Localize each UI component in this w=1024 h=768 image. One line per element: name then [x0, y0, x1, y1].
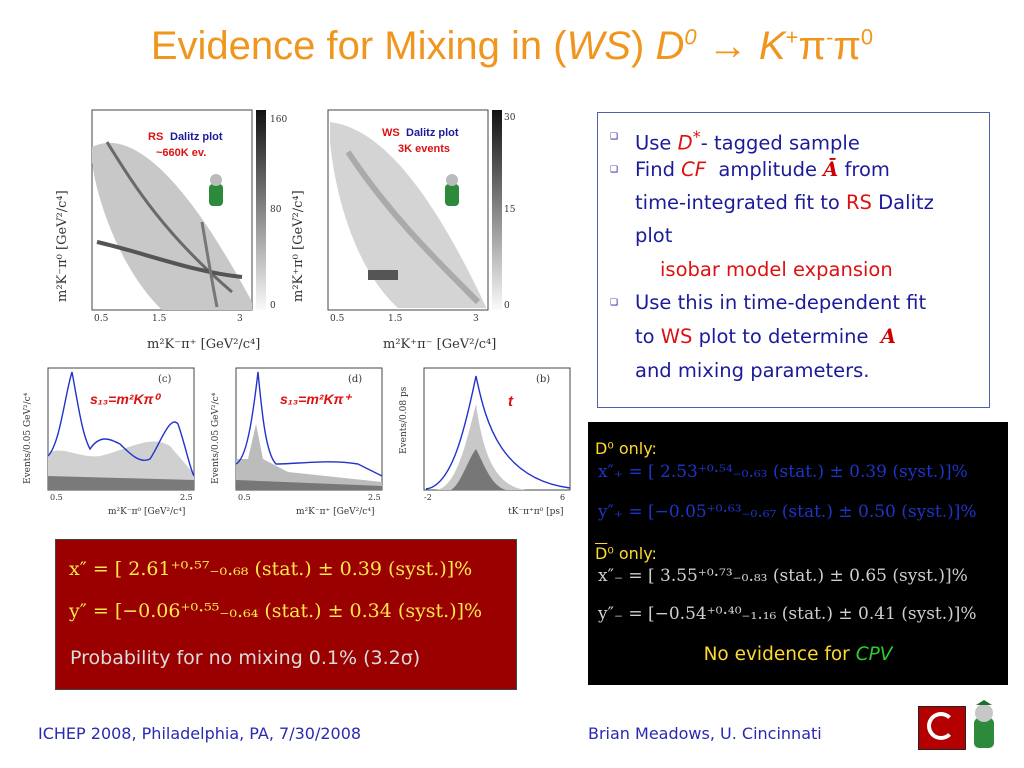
proj-b-xlabel: tK⁻π⁺π⁰ [ps] — [508, 507, 564, 517]
proj-d-label: s₁₃=m²Kπ⁺ — [280, 391, 353, 407]
proj-c-bkg-dark — [48, 476, 194, 490]
d0-only-label: D⁰ only: — [595, 439, 657, 458]
ws-hotspot — [368, 270, 398, 280]
rs-ztick-mid: 80 — [270, 205, 282, 215]
ws-colorbar — [492, 110, 502, 310]
bullet-3-line-2: to WS plot to determine A — [635, 325, 897, 348]
rs-xtick: 3 — [237, 314, 243, 324]
proj-b-plot: (b) t -2 6 tK⁻π⁺π⁰ [ps] Events/0.08 ps — [399, 367, 571, 517]
no-cpv-evidence: No evidence for CPV — [703, 644, 893, 665]
cpv-result-box: D⁰ only: x″₊ = [ 2.53⁺⁰·⁵⁴₋₀.₆₃ (stat.) … — [588, 422, 1008, 685]
proj-b-fit-line — [425, 375, 571, 490]
d0bar-y-result: y″₋ = [−0.54⁺⁰·⁴⁰₋₁.₁₆ (stat.) ± 0.41 (s… — [598, 604, 977, 624]
rs-ylabel: m²K⁻π⁰ [GeV²/c⁴] — [55, 190, 70, 302]
bullet-square-icon: ❑ — [610, 298, 619, 308]
proj-b-xtick: 6 — [560, 493, 565, 502]
ws-label-rest: Dalitz plot — [406, 127, 459, 139]
bullet-square-icon: ❑ — [610, 165, 619, 175]
proj-c-ylabel: Events/0.05 GeV²/c⁴ — [23, 392, 33, 484]
rs-xtick: 1.5 — [152, 314, 167, 324]
rs-label-rs: RS — [148, 131, 163, 143]
proj-b-frame — [423, 367, 571, 491]
proj-d-fit-line — [235, 371, 383, 477]
bullet-3-line-3: and mixing parameters. — [635, 359, 870, 382]
ws-dalitz-plot: 30 15 0 0.5 1.5 3 m²K⁺π⁻ [GeV²/c⁴] m²K⁺π… — [291, 109, 516, 352]
bullet-list: ❑ Use D*- tagged sample ❑ Find CF amplit… — [597, 112, 990, 408]
proj-b-tag: (b) — [536, 374, 550, 385]
bullet-3-line-1: Use this in time-dependent fit — [635, 291, 927, 314]
bullet-square-icon: ❑ — [610, 132, 619, 142]
babar-elephant-icon — [209, 174, 223, 206]
proj-d-xtick: 0.5 — [238, 493, 251, 502]
d0bar-only-label: D⁰ only: — [595, 544, 657, 563]
rs-phase-space — [92, 142, 252, 310]
ws-xtick: 1.5 — [388, 314, 403, 324]
ws-xtick: 3 — [473, 314, 479, 324]
rs-band-3 — [200, 221, 219, 308]
combined-x-result: x″ = [ 2.61⁺⁰·⁵⁷₋₀.₆₈ (stat.) ± 0.39 (sy… — [69, 558, 473, 580]
proj-d-plot: (d) s₁₃=m²Kπ⁺ 0.5 2.5 m²K⁻π⁺ [GeV²/c⁴] E… — [211, 367, 383, 517]
proj-b-ylabel: Events/0.08 ps — [399, 386, 409, 454]
proj-d-xlabel: m²K⁻π⁺ [GeV²/c⁴] — [296, 507, 374, 517]
proj-c-tag: (c) — [158, 374, 172, 385]
rs-dalitz-plot: 160 80 0 0.5 1.5 3 m²K⁻π⁺ [GeV²/c⁴] m²K⁻… — [55, 109, 287, 352]
ws-ztick-bot: 0 — [504, 301, 510, 311]
rs-colorbar — [256, 110, 266, 310]
d0-y-result: y″₊ = [−0.05⁺⁰·⁶³₋₀.₆₇ (stat.) ± 0.50 (s… — [598, 502, 977, 522]
ws-xtick: 0.5 — [330, 314, 345, 324]
rs-label-rest: Dalitz plot — [170, 131, 223, 143]
proj-c-plot: (c) s₁₃=m²Kπ⁰ 0.5 2.5 m²K⁻π⁰ [GeV²/c⁴] E… — [23, 367, 195, 517]
bullet-2-line-2: time-integrated fit to RS Dalitz — [635, 191, 934, 214]
proj-b-bkg-light — [436, 404, 526, 490]
ws-band — [345, 150, 481, 305]
rs-ztick-top: 160 — [270, 115, 287, 125]
proj-d-xtick: 2.5 — [368, 493, 381, 502]
rs-label-events: ~660K ev. — [156, 147, 206, 159]
babar-mascot-icon — [974, 700, 994, 748]
bullet-2-line-3: plot — [635, 224, 673, 247]
ws-ylabel: m²K⁺π⁰ [GeV²/c⁴] — [291, 190, 306, 302]
no-mixing-probability: Probability for no mixing 0.1% (3.2σ) — [70, 647, 421, 669]
proj-b-label: t — [508, 393, 514, 410]
ws-ztick-mid: 15 — [504, 205, 516, 215]
rs-band-2 — [96, 240, 243, 279]
ws-phase-space — [330, 122, 486, 308]
footer-author: Brian Meadows, U. Cincinnati — [588, 724, 822, 743]
combined-result-box: x″ = [ 2.61⁺⁰·⁵⁷₋₀.₆₈ (stat.) ± 0.39 (sy… — [55, 539, 517, 690]
ws-xlabel: m²K⁺π⁻ [GeV²/c⁴] — [383, 337, 496, 352]
combined-y-result: y″ = [−0.06⁺⁰·⁵⁵₋₀.₆₄ (stat.) ± 0.34 (sy… — [69, 600, 483, 622]
babar-elephant-icon — [445, 174, 459, 206]
ws-label-ws: WS — [382, 127, 400, 139]
slide-title: Evidence for Mixing in (WS) D0 → K+π-π0 — [150, 24, 874, 68]
proj-c-xlabel: m²K⁻π⁰ [GeV²/c⁴] — [108, 507, 185, 517]
rs-xtick: 0.5 — [94, 314, 109, 324]
proj-b-xtick: -2 — [424, 493, 432, 502]
footer-conference: ICHEP 2008, Philadelphia, PA, 7/30/2008 — [38, 724, 362, 743]
proj-c-xtick: 2.5 — [180, 493, 193, 502]
proj-b-bkg-dark — [451, 449, 506, 490]
proj-c-fit-line — [47, 371, 195, 477]
bullet-1: Use D*- tagged sample — [635, 127, 860, 155]
bullet-2-line-1: Find CF amplitude Ā from — [635, 158, 890, 181]
proj-d-tag: (d) — [348, 374, 362, 385]
proj-d-bkg-dark — [236, 480, 382, 490]
bullet-2-sub: isobar model expansion — [660, 258, 893, 281]
uc-logo-icon — [918, 706, 966, 750]
rs-xlabel: m²K⁻π⁺ [GeV²/c⁴] — [147, 337, 260, 352]
proj-d-ylabel: Events/0.05 GeV²/c⁴ — [211, 392, 221, 484]
proj-d-bkg-light — [236, 424, 382, 490]
d0bar-x-result: x″₋ = [ 3.55⁺⁰·⁷³₋₀.₈₃ (stat.) ± 0.65 (s… — [598, 566, 968, 586]
rs-ztick-bot: 0 — [270, 301, 276, 311]
ws-label-events: 3K events — [398, 143, 450, 155]
proj-c-label: s₁₃=m²Kπ⁰ — [90, 391, 162, 407]
d0-x-result: x″₊ = [ 2.53⁺⁰·⁵⁴₋₀.₆₃ (stat.) ± 0.39 (s… — [598, 462, 968, 482]
ws-ztick-top: 30 — [504, 113, 516, 123]
proj-c-xtick: 0.5 — [50, 493, 63, 502]
